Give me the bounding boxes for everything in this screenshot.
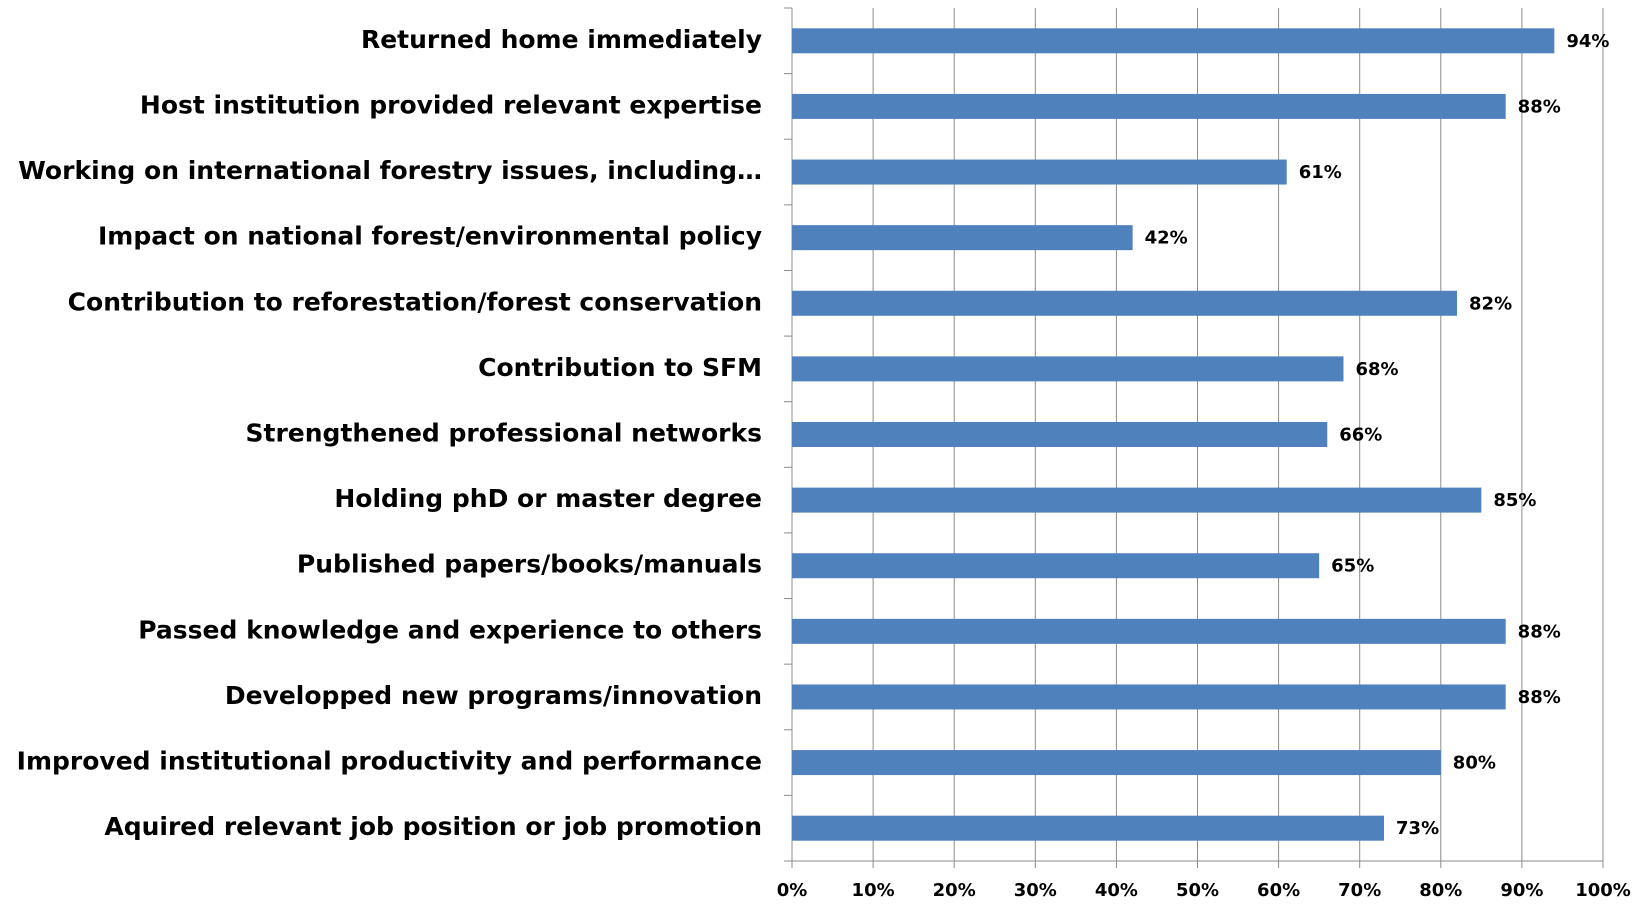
- y-tick-label: Published papers/books/manuals: [297, 550, 762, 579]
- data-label: 94%: [1566, 31, 1609, 52]
- bar: [792, 290, 1458, 316]
- data-label: 73%: [1396, 818, 1439, 839]
- y-tick-label: Contribution to reforestation/forest con…: [68, 287, 762, 316]
- bar: [792, 684, 1506, 710]
- data-label: 88%: [1518, 96, 1561, 117]
- bar: [792, 815, 1385, 841]
- data-label: 88%: [1518, 621, 1561, 642]
- bar: [792, 750, 1441, 776]
- y-tick-label: Improved institutional productivity and …: [17, 747, 762, 776]
- bar: [792, 487, 1482, 513]
- data-label: 61%: [1299, 162, 1342, 183]
- data-label: 68%: [1355, 359, 1398, 380]
- bar: [792, 225, 1133, 251]
- bar: [792, 422, 1328, 447]
- y-tick-label: Impact on national forest/environmental …: [98, 222, 762, 251]
- y-tick-label: Passed knowledge and experience to other…: [138, 615, 762, 644]
- data-label: 88%: [1518, 687, 1561, 708]
- bar: [792, 93, 1506, 119]
- bar: [792, 356, 1344, 382]
- x-tick-label: 70%: [1338, 880, 1381, 901]
- y-tick-label: Contribution to SFM: [478, 353, 762, 382]
- x-tick-label: 90%: [1500, 880, 1543, 901]
- x-tick-label: 40%: [1095, 880, 1138, 901]
- data-label: 80%: [1453, 753, 1496, 774]
- y-tick-label: Host institution provided relevant exper…: [140, 90, 762, 119]
- y-tick-label: Strengthened professional networks: [246, 419, 762, 448]
- data-label: 65%: [1331, 556, 1374, 577]
- x-tick-label: 0%: [777, 880, 808, 901]
- data-label: 85%: [1493, 490, 1536, 511]
- x-tick-label: 10%: [852, 880, 895, 901]
- x-tick-label: 80%: [1419, 880, 1462, 901]
- y-tick-label: Returned home immediately: [361, 25, 762, 54]
- x-tick-label: 30%: [1014, 880, 1057, 901]
- data-label: 42%: [1145, 228, 1188, 249]
- y-tick-label: Working on international forestry issues…: [18, 156, 762, 185]
- x-tick-label: 100%: [1575, 880, 1631, 901]
- bar: [792, 28, 1555, 54]
- y-tick-label: Aquired relevant job position or job pro…: [104, 812, 762, 841]
- data-label: 82%: [1469, 293, 1512, 314]
- y-tick-label: Developped new programs/innovation: [225, 681, 762, 710]
- bar: [792, 618, 1506, 644]
- data-label: 66%: [1339, 425, 1382, 446]
- x-tick-label: 60%: [1257, 880, 1300, 901]
- x-tick-label: 50%: [1176, 880, 1219, 901]
- y-tick-label: Holding phD or master degree: [334, 484, 762, 513]
- bar: [792, 553, 1320, 579]
- x-tick-label: 20%: [933, 880, 976, 901]
- bar: [792, 159, 1287, 185]
